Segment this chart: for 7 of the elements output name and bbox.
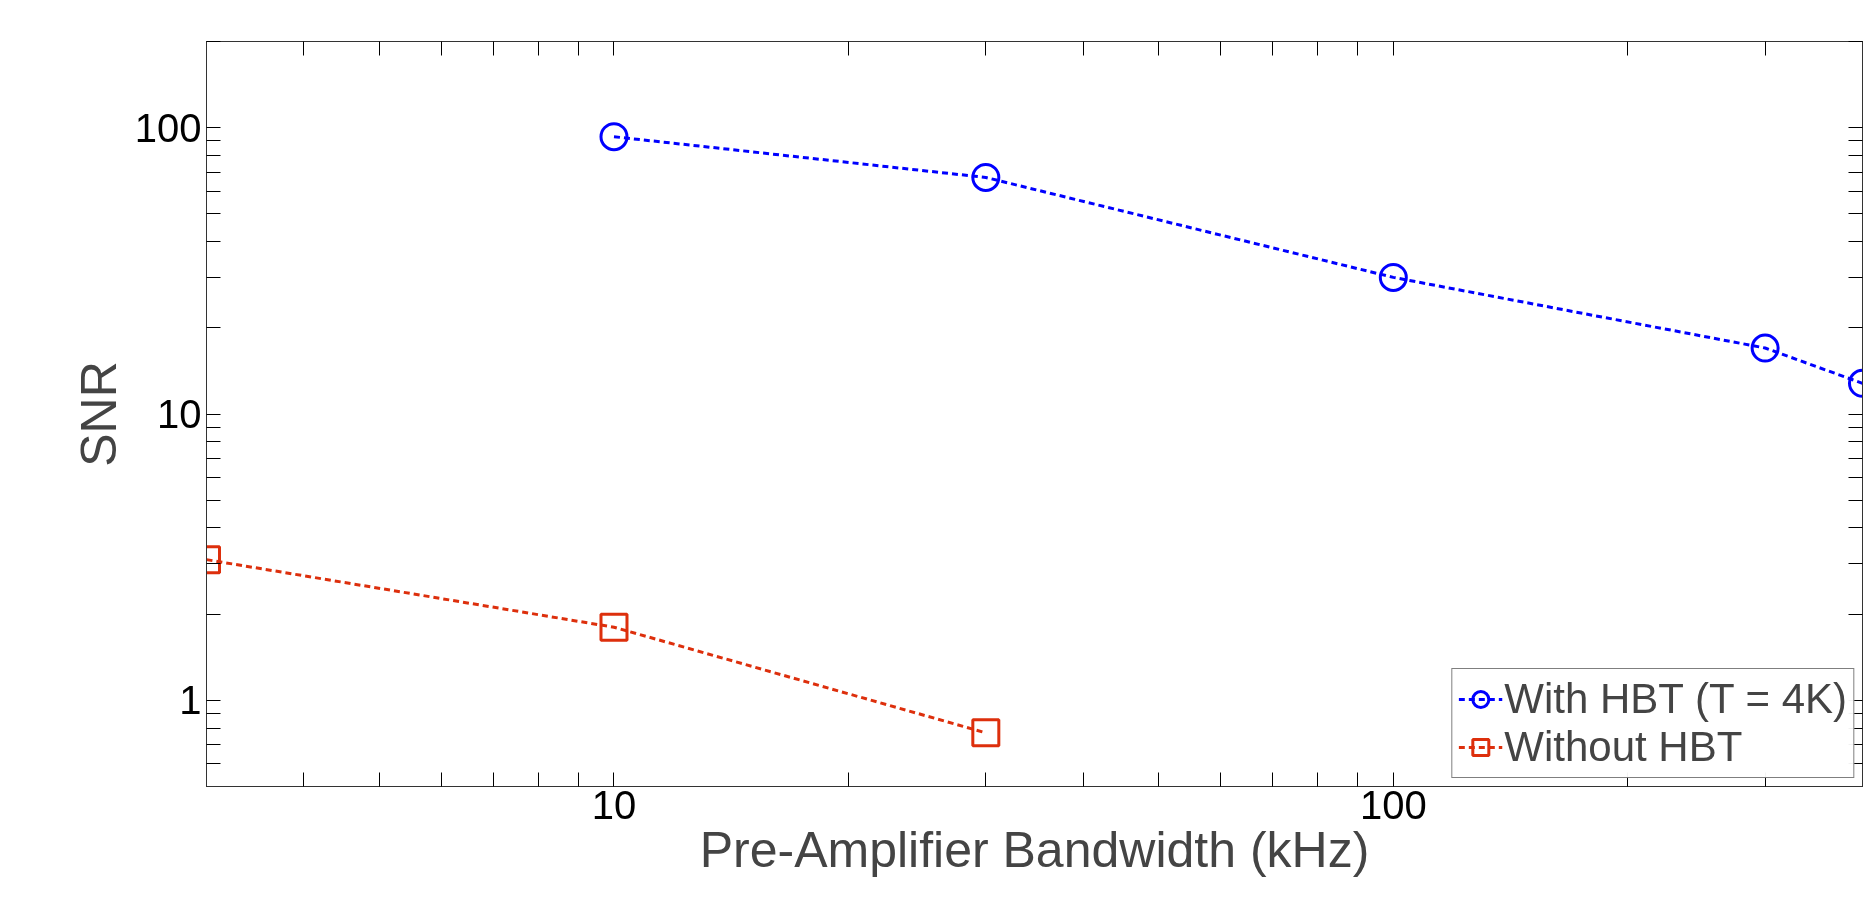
legend-label: Without HBT xyxy=(1504,723,1743,771)
x-axis-title: Pre-Amplifier Bandwidth (kHz) xyxy=(699,821,1370,878)
y-tick-label: 100 xyxy=(134,105,202,150)
y-tick-label: 10 xyxy=(157,392,202,436)
y-axis-title: SNR xyxy=(70,361,127,467)
y-tick-label: 1 xyxy=(179,678,202,723)
legend-label: With HBT (T = 4K) xyxy=(1504,675,1847,723)
